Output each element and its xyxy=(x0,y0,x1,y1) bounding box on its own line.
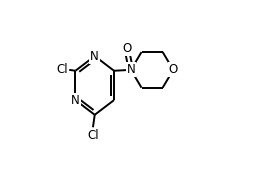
Text: N: N xyxy=(90,49,99,63)
Text: O: O xyxy=(123,42,132,55)
Text: N: N xyxy=(71,94,80,107)
Text: Cl: Cl xyxy=(87,129,99,142)
Text: N: N xyxy=(127,63,135,76)
Text: Cl: Cl xyxy=(57,63,68,76)
Text: O: O xyxy=(169,63,178,76)
